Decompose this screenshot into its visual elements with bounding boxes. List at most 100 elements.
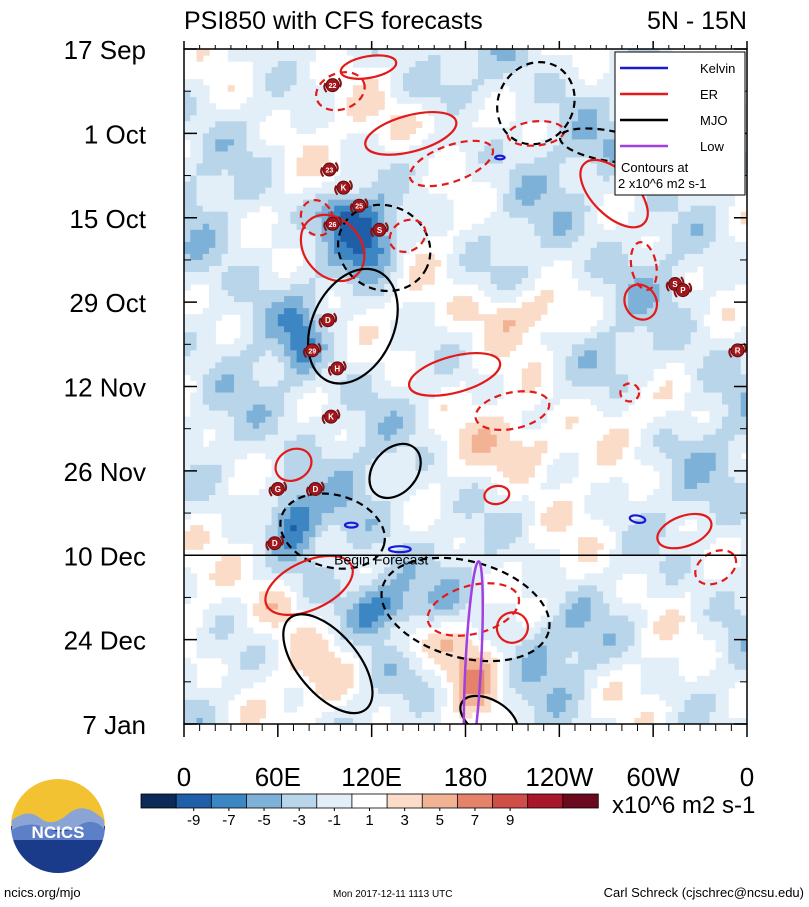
field-cell [377,193,385,201]
field-cell [390,115,398,122]
field-cell [534,302,542,309]
field-cell [327,253,335,261]
field-cell [340,440,348,448]
field-cell [196,278,204,285]
field-cell [434,193,442,201]
field-cell [565,217,573,225]
field-cell [377,199,385,207]
field-cell [346,217,354,225]
field-cell [321,241,329,249]
field-cell [346,157,354,165]
field-cell [321,404,329,412]
field-cell [671,470,679,478]
field-cell [215,446,223,454]
field-cell [584,392,592,400]
field-cell [703,253,711,261]
field-cell [246,314,254,321]
field-cell [390,61,398,68]
field-cell [503,235,510,243]
field-cell [390,458,398,466]
field-cell [240,350,248,357]
field-cell [621,284,629,291]
field-cell [202,121,210,128]
field-cell [215,271,223,279]
field-cell [246,278,254,285]
field-cell [321,97,329,104]
field-cell [246,326,254,333]
field-cell [421,308,429,315]
field-cell [721,464,729,472]
field-cell [252,344,260,351]
field-cell [546,133,554,141]
field-cell [377,284,385,291]
field-cell [553,362,560,370]
field-cell [703,356,711,363]
field-cell [665,356,673,363]
field-cell [553,380,560,388]
field-cell [565,464,573,472]
field-cell [234,434,241,442]
field-cell [446,350,454,357]
field-cell [284,103,291,110]
field-cell [246,374,254,382]
field-cell [390,410,398,418]
field-cell [734,434,742,442]
field-cell [640,362,648,370]
field-cell [571,85,579,92]
field-cell [271,175,279,183]
field-cell [215,247,223,255]
field-cell [721,428,729,436]
field-cell [703,386,711,394]
field-cell [459,241,467,249]
field-cell [215,175,223,183]
field-cell [578,344,585,351]
field-cell [265,368,273,376]
field-cell [415,55,423,62]
field-cell [434,121,442,128]
field-cell [503,290,510,297]
field-cell [546,296,554,303]
field-cell [271,368,279,376]
field-cell [728,308,736,315]
field-cell [434,446,442,454]
field-cell [427,368,435,376]
field-cell [709,265,717,273]
field-cell [496,338,504,345]
field-cell [202,247,210,255]
field-cell [503,127,510,134]
field-cell [221,482,229,490]
field-cell [684,247,692,255]
field-cell [459,356,467,363]
field-cell [209,356,216,363]
field-cell [459,61,467,68]
field-cell [359,290,367,297]
field-cell [290,350,298,357]
field-cell [596,458,604,466]
field-cell [334,253,341,261]
field-cell [202,464,210,472]
field-cell [246,169,254,177]
field-cell [315,368,323,376]
field-cell [440,326,448,333]
field-cell [259,392,266,400]
field-cell [553,374,560,382]
field-cell [590,398,598,406]
field-cell [371,151,379,159]
field-cell [377,103,385,110]
field-cell [365,482,373,490]
field-cell [240,410,248,418]
field-cell [384,187,392,195]
field-cell [503,151,510,159]
field-cell [227,440,235,448]
field-cell [265,181,273,189]
field-cell [284,470,291,478]
field-cell [334,175,341,183]
field-cell [534,145,542,153]
field-cell [515,199,523,207]
field-cell [209,446,216,454]
field-cell [396,434,404,442]
field-cell [427,223,435,231]
field-cell [734,422,742,430]
field-cell [571,416,579,424]
field-cell [340,314,348,321]
